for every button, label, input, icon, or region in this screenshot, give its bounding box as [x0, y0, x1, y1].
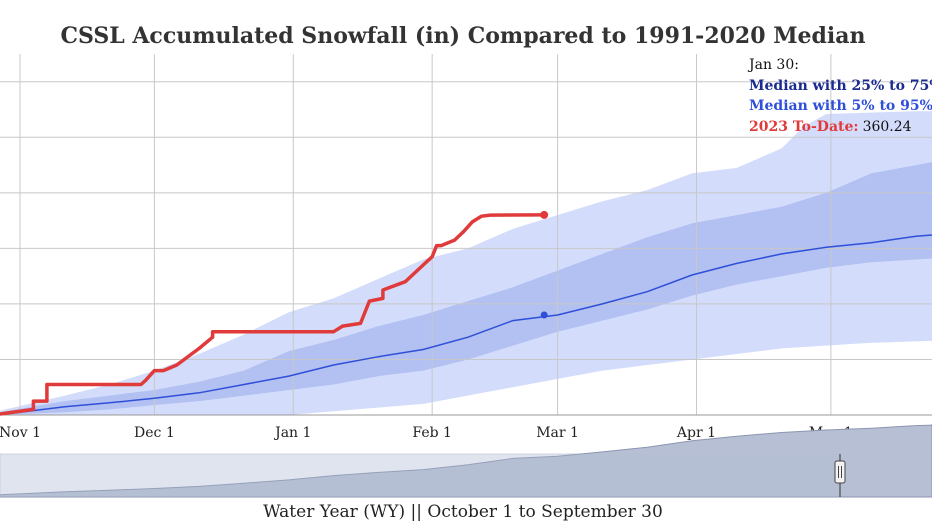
navigator-area: [0, 423, 932, 498]
navigator-selection: [0, 454, 840, 497]
percentile-bands: [0, 111, 932, 415]
navigator-handle[interactable]: [834, 460, 846, 484]
tooltip-2023-label: 2023 To-Date:: [749, 119, 859, 135]
line-2023: [0, 213, 545, 416]
tooltip: Jan 30: Median with 25% to 75% Median wi…: [747, 57, 932, 135]
x-tick-label: Dec 1: [134, 425, 175, 441]
tooltip-2023-value: 360.24: [863, 119, 912, 135]
x-tick-label: Mar 1: [536, 425, 579, 441]
tooltip-line-2023: 2023 To-Date: 360.24: [749, 119, 912, 135]
navigator[interactable]: [0, 423, 932, 498]
tooltip-line-25-75: Median with 25% to 75%: [749, 78, 932, 94]
marker-2023: [540, 210, 549, 219]
grid-lines: [0, 54, 932, 416]
series-lines: [0, 210, 932, 416]
x-tick-label: Feb 1: [412, 425, 452, 441]
x-tick-label: Apr 1: [676, 425, 716, 441]
band-5-95: [0, 111, 932, 415]
tooltip-line-5-95: Median with 5% to 95%: [749, 98, 932, 114]
x-tick-label: Nov 1: [0, 425, 41, 441]
chart-title: CSSL Accumulated Snowfall (in) Compared …: [60, 23, 865, 49]
tooltip-date: Jan 30:: [747, 57, 799, 73]
band-25-75: [0, 162, 932, 415]
median-line: [0, 234, 932, 416]
x-tick-label: Jan 1: [273, 425, 311, 441]
x-axis-caption: Water Year (WY) || October 1 to Septembe…: [263, 502, 663, 522]
median-marker: [540, 311, 548, 319]
